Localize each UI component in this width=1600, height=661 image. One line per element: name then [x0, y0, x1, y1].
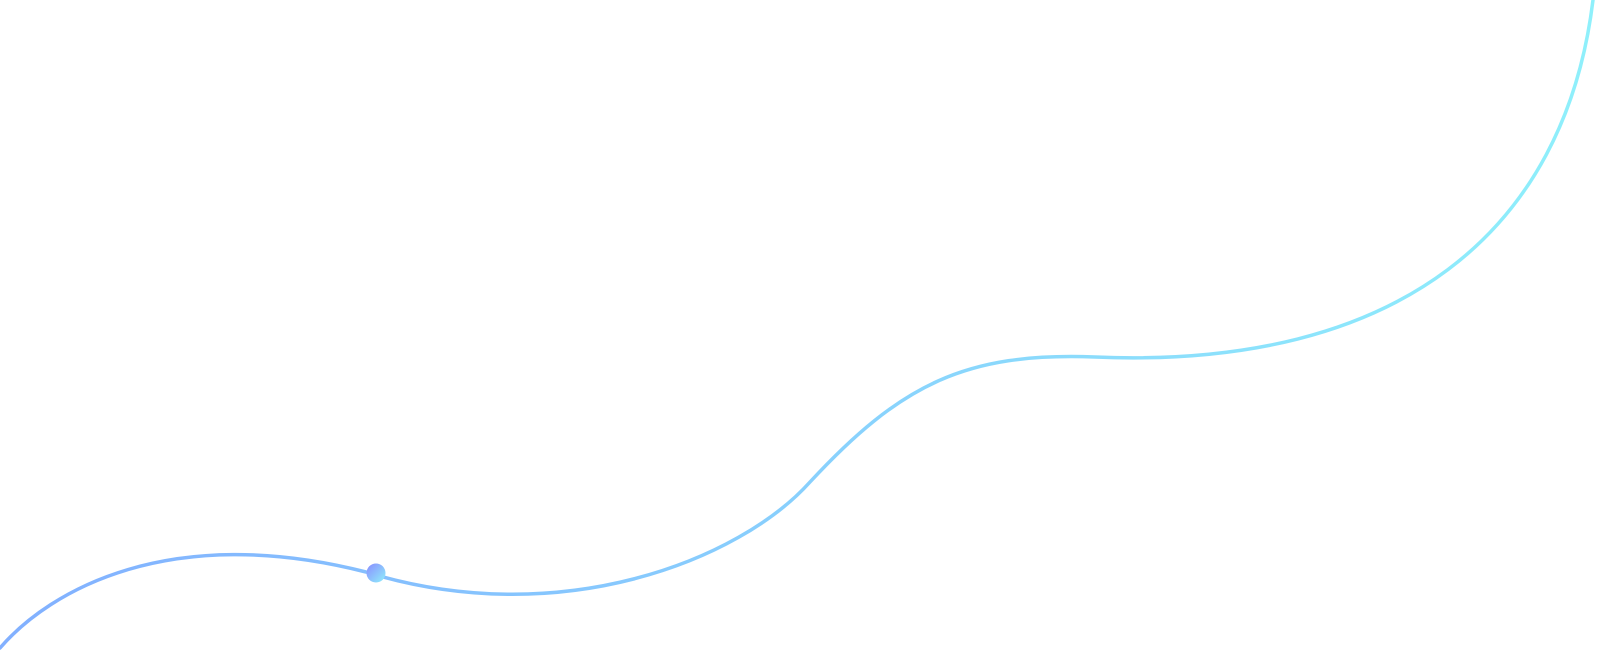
wave-dot — [366, 563, 386, 583]
